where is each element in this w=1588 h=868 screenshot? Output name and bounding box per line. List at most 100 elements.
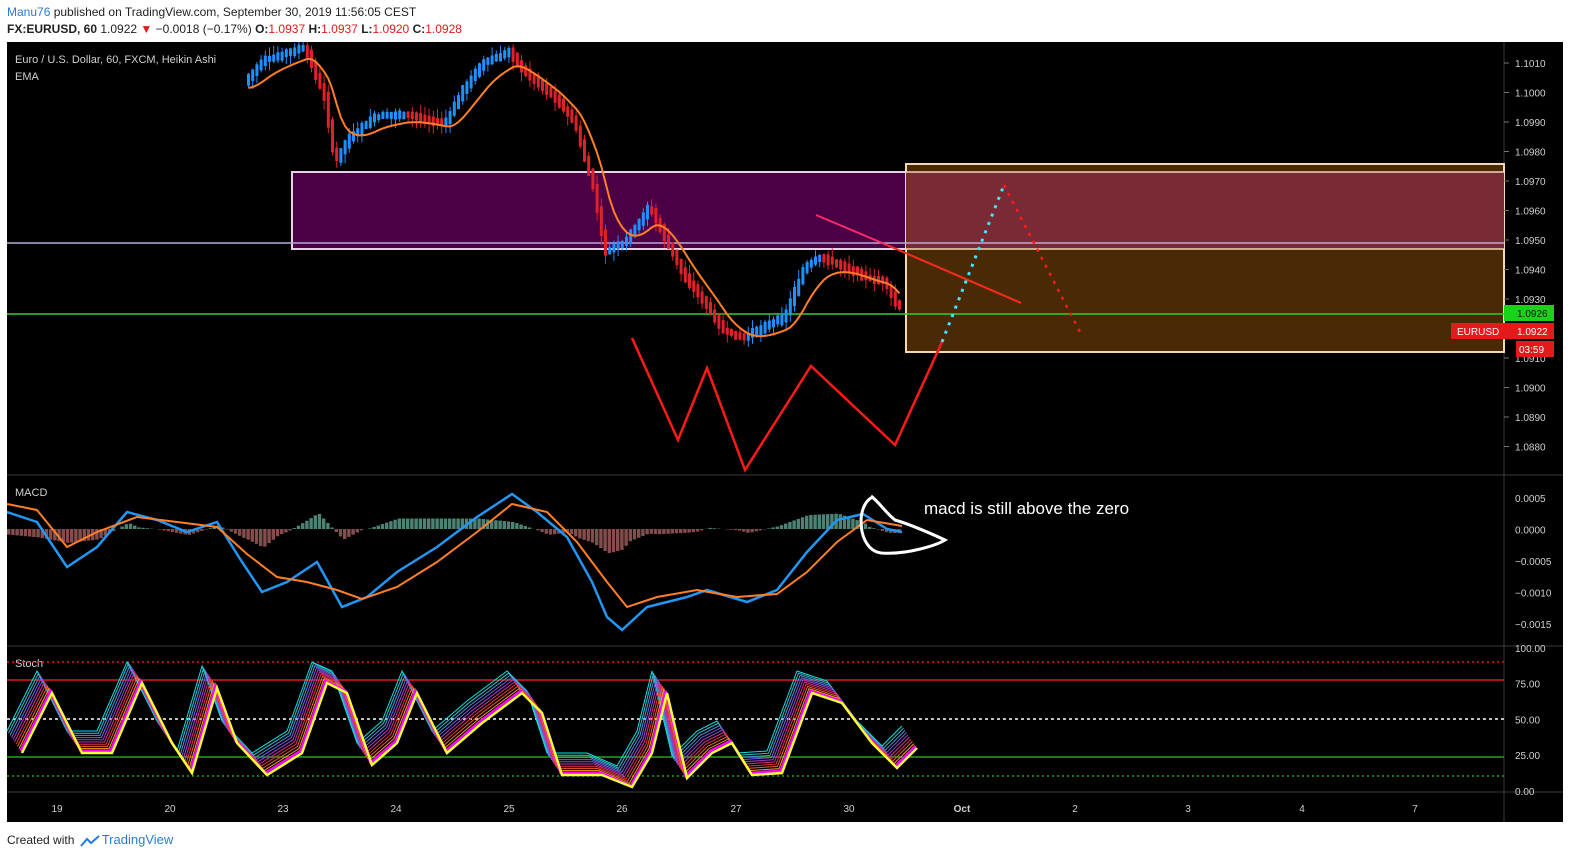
macd-hist-bar [242, 529, 246, 538]
last-price-text: 1.0922 [1517, 327, 1548, 338]
candle-body [415, 112, 418, 121]
ema-line [248, 57, 901, 338]
macd-hist-bar [540, 529, 544, 533]
macd-hist-bar [212, 526, 217, 529]
macd-hist-bar [733, 529, 737, 531]
tradingview-brand[interactable]: TradingView [101, 832, 174, 847]
candle-body [457, 95, 460, 110]
time-axis-label: 30 [843, 804, 855, 815]
macd-hist-bar [637, 529, 641, 538]
macd-hist-bar [868, 526, 872, 529]
candle-body [389, 111, 393, 119]
macd-hist-bar [196, 529, 200, 533]
macd-hist-bar [498, 520, 502, 529]
macd-axis-label: −0.0005 [1515, 557, 1552, 568]
macd-hist-bar [712, 528, 716, 529]
macd-hist-bar [519, 524, 523, 529]
macd-hist-bar [708, 527, 712, 529]
macd-hist-bar [490, 519, 494, 529]
macd-hist-bar [309, 518, 313, 529]
candle-body [503, 50, 507, 59]
candle-body [511, 47, 515, 62]
trendline-red[interactable] [886, 244, 1022, 304]
macd-hist-bar [259, 529, 263, 547]
candles-group [247, 42, 901, 347]
time-axis-label: 3 [1185, 804, 1191, 815]
macd-hist-bar [422, 518, 427, 529]
candle-body [793, 286, 796, 307]
projection-down-dotted[interactable] [1002, 184, 1084, 337]
macd-hist-bar [133, 525, 137, 529]
candle-body [335, 147, 339, 162]
publication-info: Manu76 published on TradingView.com, Sep… [7, 5, 416, 19]
candle-body [322, 83, 326, 101]
last-price-tag [1504, 323, 1554, 339]
candle-body [763, 321, 767, 334]
candle-body [301, 44, 305, 52]
price-axis[interactable]: 1.1010 1.1000 1.0990 1.0980 1.0970 1.0960 1.09… [1504, 59, 1546, 454]
stoch-series-line [8, 662, 904, 769]
candle-body [364, 121, 368, 130]
candle-body [448, 111, 452, 125]
time-axis-label: 2 [1072, 804, 1078, 815]
candle-body [814, 256, 817, 265]
candle-body [478, 63, 481, 77]
macd-hist-bar [330, 527, 334, 529]
macd-hist-bar [884, 529, 889, 533]
candle-body [688, 273, 691, 288]
resistance-zone[interactable] [291, 171, 907, 250]
tradingview-logo-icon [79, 835, 100, 847]
trendline-pink[interactable] [815, 214, 888, 246]
macd-hist-bar [662, 529, 666, 534]
macd-hist-bar [742, 529, 746, 532]
macd-hist-bar [389, 521, 393, 529]
macd-hist-bar [851, 518, 855, 529]
candle-body [595, 183, 599, 213]
candle-body [620, 240, 624, 248]
candle-body [755, 326, 759, 335]
overlap-zone [906, 172, 1504, 249]
w-pattern-drawing[interactable] [630, 337, 944, 473]
candle-body [839, 259, 843, 270]
price-axis-label: 1.1000 [1515, 89, 1546, 100]
macd-hist-bar [590, 529, 595, 543]
candle-body [742, 333, 746, 341]
candle-body [847, 263, 851, 274]
macd-hist-bar [670, 529, 674, 534]
macd-annotation-text[interactable]: macd is still above the zero [924, 499, 1129, 518]
candle-body [280, 51, 284, 61]
macd-hist-bar [32, 529, 36, 537]
macd-hist-bar [372, 526, 376, 529]
chart-svg[interactable]: Euro / U.S. Dollar, 60, FXCM, Heikin Ash… [7, 42, 1563, 822]
candle-body [679, 258, 683, 275]
macd-hist-bar [393, 519, 397, 529]
macd-hist-bar [385, 522, 389, 529]
macd-hist-bar [502, 521, 506, 529]
macd-hist-bar [800, 517, 805, 529]
annotation-circle-drawing[interactable] [859, 494, 949, 555]
chart-canvas[interactable]: Euro / U.S. Dollar, 60, FXCM, Heikin Ash… [7, 42, 1563, 822]
author-link[interactable]: Manu76 [7, 5, 51, 19]
price-axis-label: 1.0950 [1515, 236, 1546, 247]
candle-body [583, 139, 586, 162]
projection-up-dotted[interactable] [940, 184, 1006, 343]
candle-body [730, 328, 733, 336]
candle-body [436, 117, 439, 125]
macd-hist-bar [288, 529, 292, 531]
candle-body [734, 330, 738, 340]
low-label: L: [361, 22, 373, 36]
stoch-axis[interactable]: 100.00 75.00 50.00 25.00 0.00 [1515, 644, 1546, 798]
candle-body [293, 47, 297, 57]
macd-hist-bar [586, 529, 590, 542]
macd-hist-bar [439, 518, 443, 529]
macd-hist-bar [595, 529, 599, 546]
macd-axis[interactable]: 0.0005 0.0000 −0.0005 −0.0010 −0.0015 [1515, 494, 1552, 631]
macd-hist-bar [99, 529, 103, 539]
macd-hist-bar [334, 529, 338, 533]
macd-hist-bar [460, 518, 464, 529]
macd-hist-bar [599, 529, 603, 549]
macd-hist-bar [368, 528, 372, 529]
price-axis-label: 1.0910 [1515, 354, 1546, 365]
price-axis-label: 1.0960 [1515, 207, 1546, 218]
time-axis[interactable]: 19 20 23 24 25 26 27 30 Oct 2 3 4 7 [51, 804, 1418, 815]
